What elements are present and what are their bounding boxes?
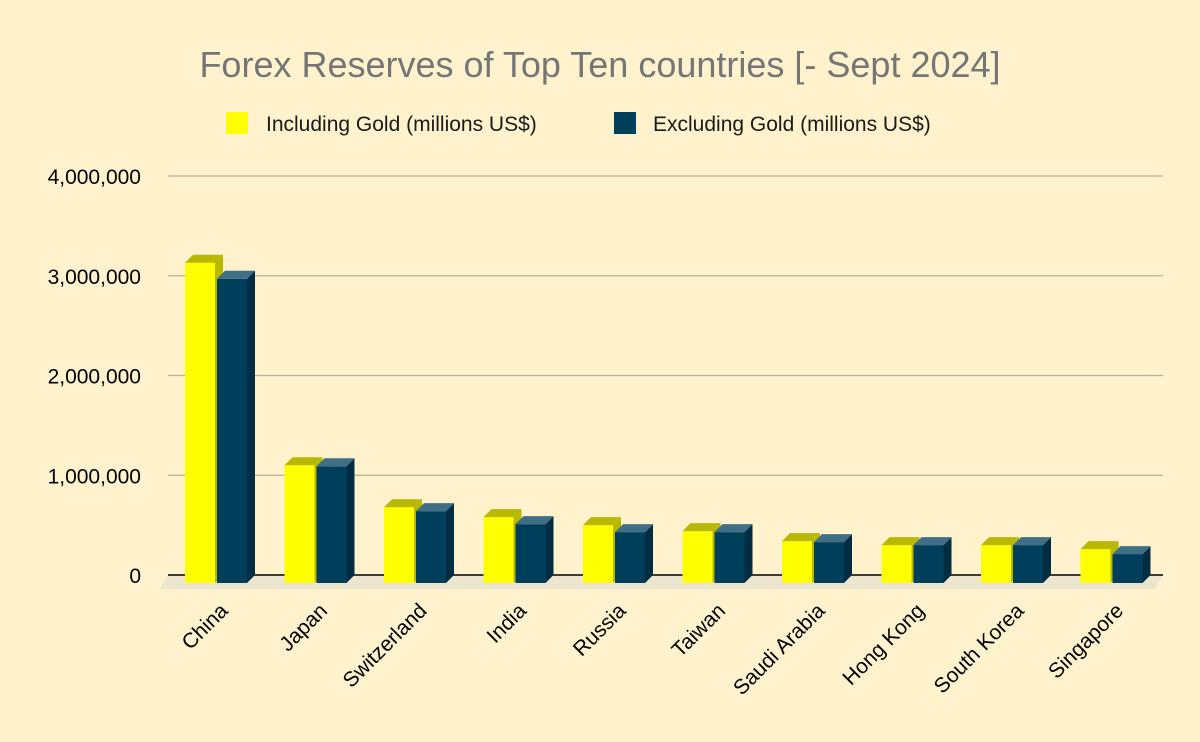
- bar-top: [913, 537, 952, 546]
- bar-top: [284, 457, 323, 466]
- bar: [782, 533, 820, 583]
- bar-side: [844, 534, 852, 583]
- bar: [416, 503, 454, 583]
- bar-top: [384, 499, 422, 508]
- x-category-label: Switzerland: [339, 599, 432, 692]
- y-tick-label: 0: [129, 565, 141, 588]
- bar: [316, 458, 355, 583]
- bar-side: [645, 524, 653, 583]
- bar-front: [284, 465, 315, 583]
- x-category-label: Saudi Arabia: [729, 599, 830, 700]
- legend: Including Gold (millions US$) Excluding …: [226, 112, 931, 136]
- bar: [814, 534, 852, 583]
- legend-label-including-gold: Including Gold (millions US$): [266, 113, 537, 136]
- bar: [913, 537, 952, 583]
- y-tick-label: 2,000,000: [48, 366, 141, 389]
- x-category-label: Singapore: [1044, 599, 1128, 683]
- bar-top: [881, 537, 920, 546]
- bar-front: [881, 545, 912, 583]
- bar-front: [515, 524, 546, 583]
- legend-label-excluding-gold: Excluding Gold (millions US$): [653, 113, 931, 136]
- x-category-label: India: [483, 599, 532, 648]
- x-axis-categories: China Japan Switzerland India Russia Taiwan Sa…: [177, 599, 1128, 700]
- bar-top: [615, 524, 653, 533]
- bars: [185, 254, 1151, 584]
- bar-side: [545, 516, 554, 583]
- bar-side: [346, 458, 355, 583]
- y-tick-label: 3,000,000: [48, 266, 141, 289]
- bar-front: [714, 532, 745, 583]
- bar-side: [446, 503, 454, 583]
- bar-top: [483, 509, 522, 518]
- bar-top: [185, 254, 223, 263]
- x-category-label: Hong Kong: [838, 599, 929, 690]
- chart-title: Forex Reserves of Top Ten countries [- S…: [199, 44, 1000, 85]
- bar-front: [416, 511, 446, 583]
- bar-top: [217, 270, 255, 279]
- bar-front: [384, 507, 414, 583]
- bar-side: [1043, 537, 1051, 583]
- bar-front: [913, 545, 944, 583]
- legend-swatch-including-gold: [226, 112, 248, 134]
- bar-front: [615, 532, 645, 583]
- bar-front: [217, 278, 247, 583]
- bar: [1013, 537, 1051, 583]
- bar-top: [1013, 537, 1051, 546]
- bar: [714, 524, 753, 583]
- x-category-label: Russia: [569, 599, 631, 661]
- bar-front: [1080, 549, 1111, 583]
- bar-front: [814, 542, 844, 583]
- bar-front: [981, 545, 1011, 583]
- y-tick-label: 4,000,000: [48, 166, 141, 189]
- y-axis-ticks: 0 1,000,000 2,000,000 3,000,000 4,000,000: [48, 166, 141, 588]
- bar-side: [943, 537, 952, 583]
- bar-front: [316, 466, 347, 583]
- bar-top: [1080, 541, 1119, 550]
- bar: [217, 270, 255, 583]
- bar-top: [1112, 546, 1151, 555]
- bar-top: [682, 523, 721, 532]
- bar-top: [782, 533, 820, 542]
- bar-top: [515, 516, 554, 525]
- bar-front: [1013, 545, 1043, 583]
- bar-top: [981, 537, 1019, 546]
- gridlines: [168, 175, 1163, 476]
- bar-side: [1142, 546, 1151, 583]
- bar-top: [416, 503, 454, 512]
- y-tick-label: 1,000,000: [48, 465, 141, 488]
- bar-top: [316, 458, 355, 467]
- bar-top: [714, 524, 753, 533]
- bar-side: [247, 270, 255, 583]
- bar-front: [682, 531, 713, 583]
- bar-front: [483, 517, 514, 583]
- bar-top: [583, 517, 621, 526]
- legend-swatch-excluding-gold: [614, 112, 636, 134]
- bar-front: [782, 541, 812, 583]
- bar-front: [583, 525, 613, 583]
- bar: [515, 516, 554, 583]
- bar-front: [1112, 554, 1143, 583]
- x-category-label: Japan: [275, 599, 332, 656]
- x-category-label: Taiwan: [668, 599, 730, 661]
- bar: [615, 524, 653, 583]
- x-category-label: China: [177, 599, 232, 654]
- bar-top: [814, 534, 852, 543]
- bar: [1112, 546, 1151, 583]
- bar-front: [185, 262, 215, 583]
- x-category-label: South Korea: [930, 599, 1029, 698]
- bar-side: [744, 524, 753, 583]
